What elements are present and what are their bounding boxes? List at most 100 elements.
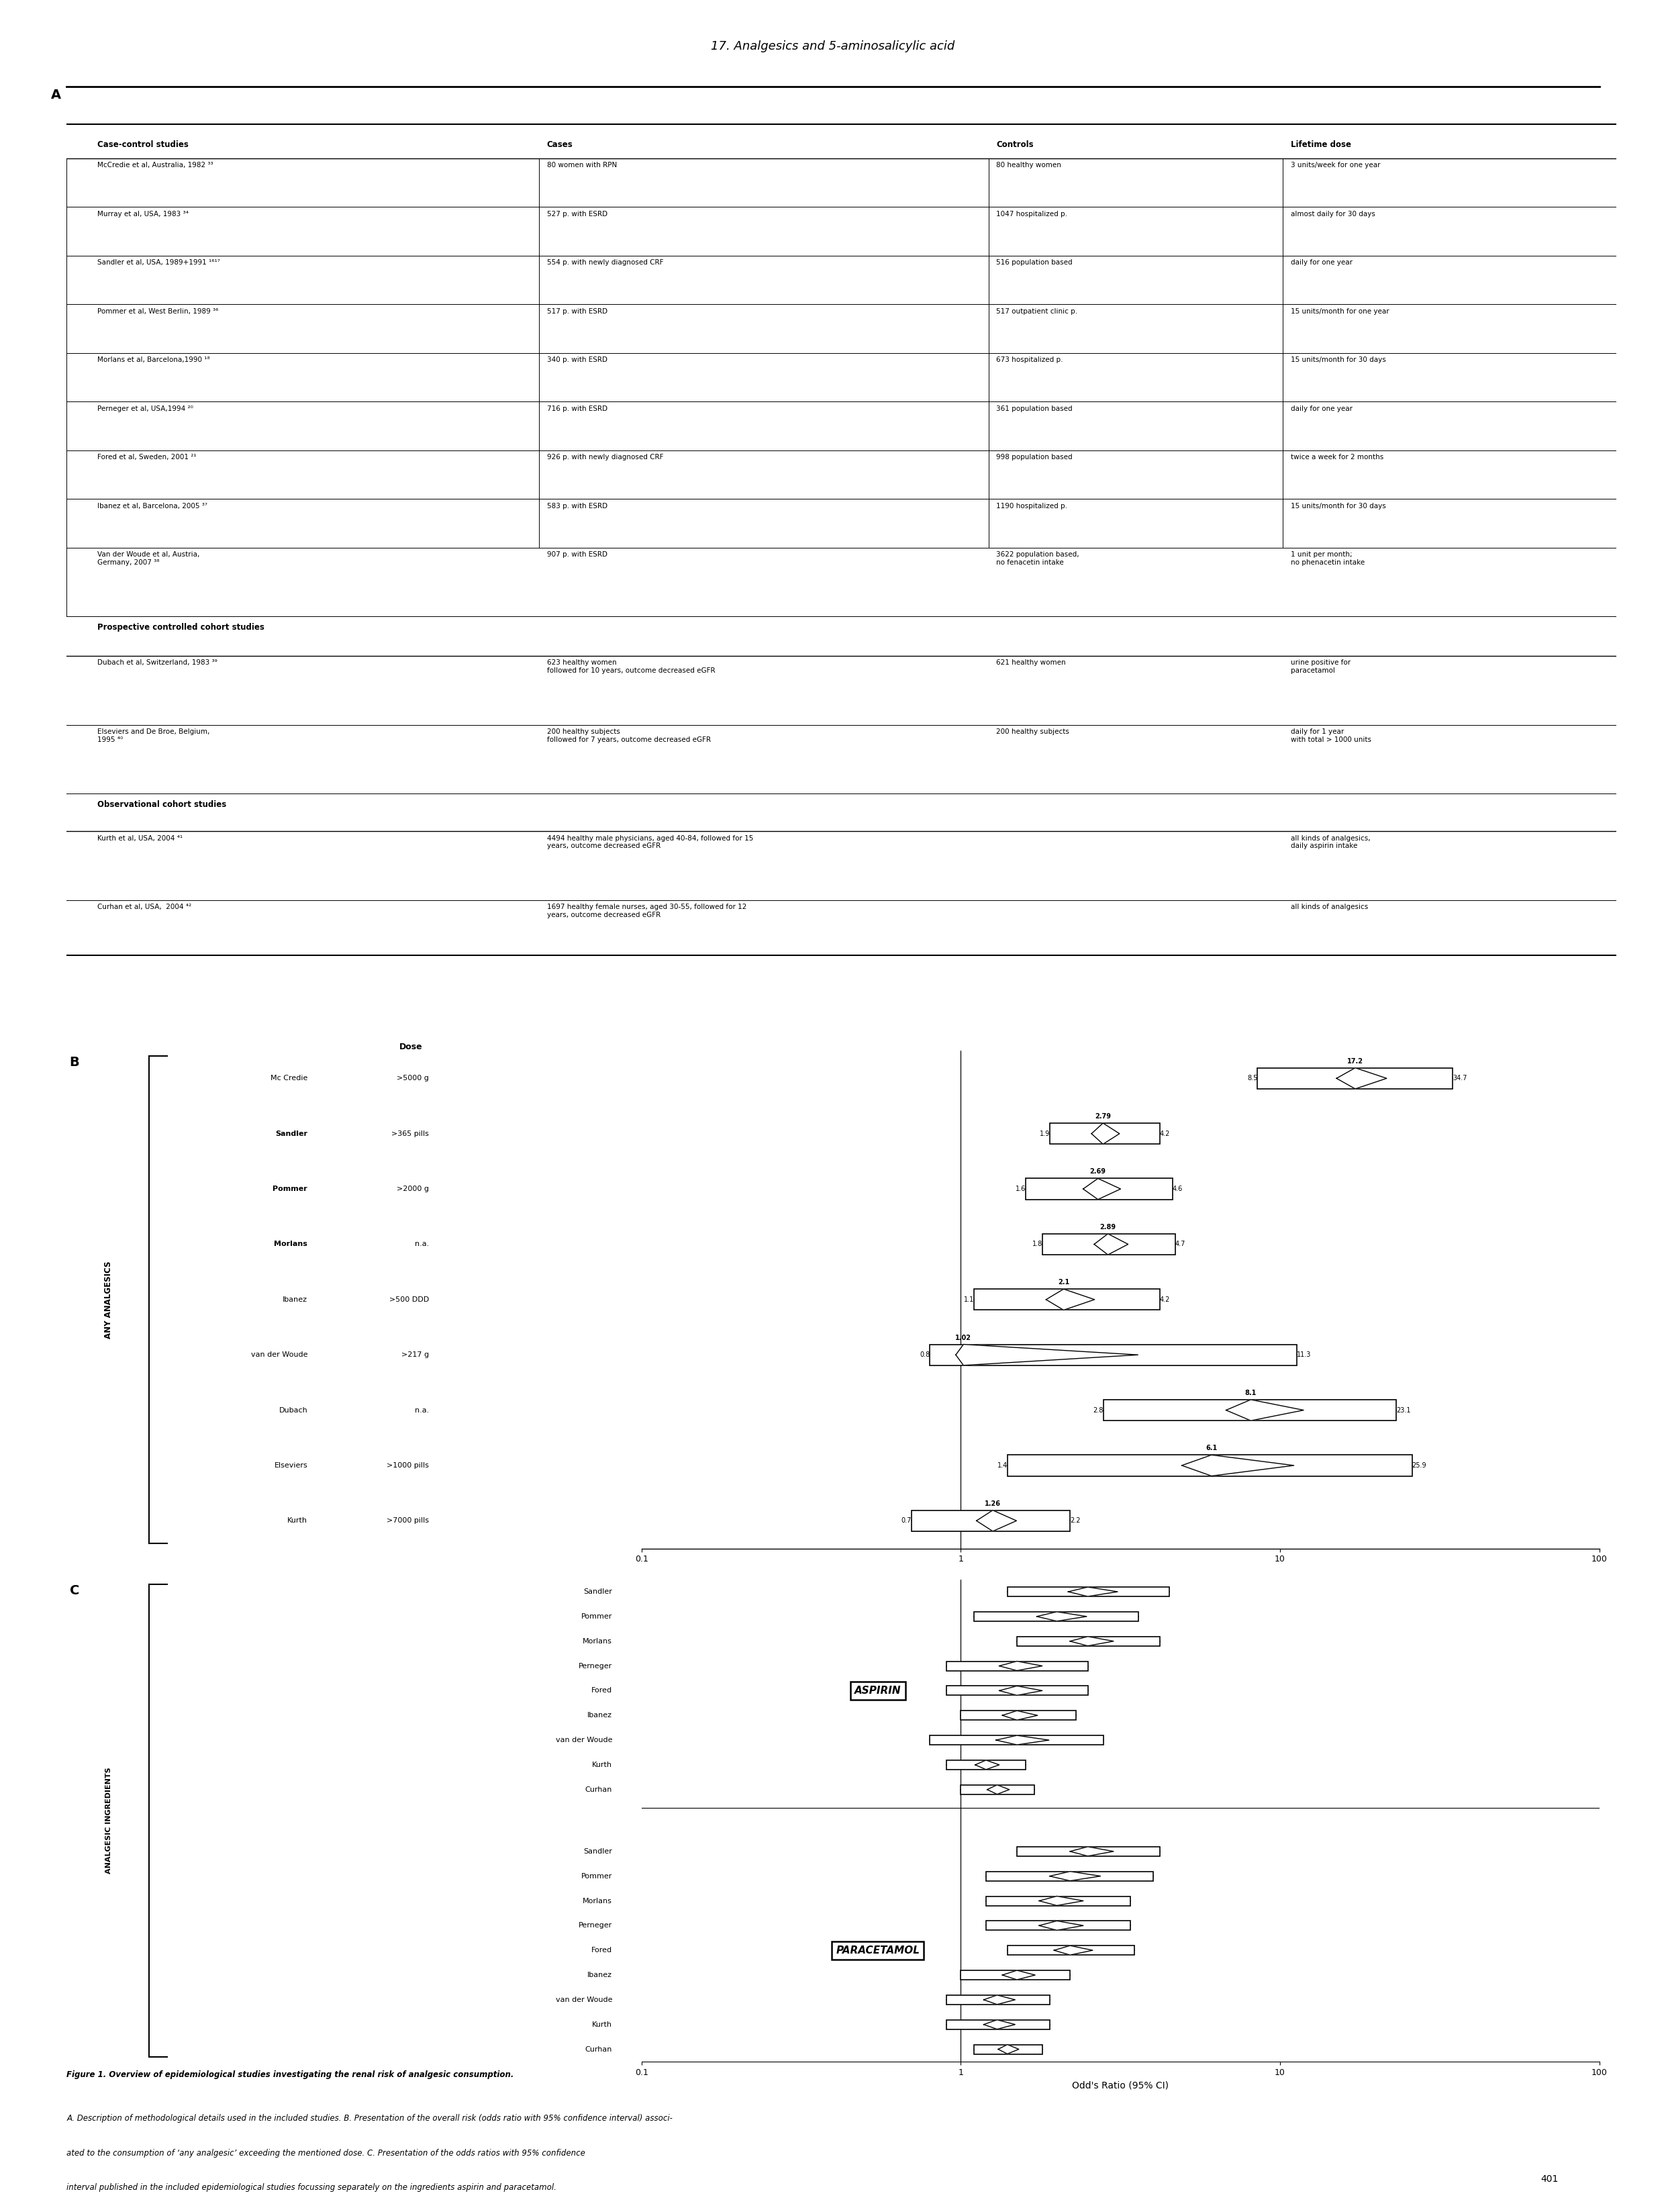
Text: 623 healthy women
followed for 10 years, outcome decreased eGFR: 623 healthy women followed for 10 years,… [546,659,715,675]
Text: 1697 healthy female nurses, aged 30-55, followed for 12
years, outcome decreased: 1697 healthy female nurses, aged 30-55, … [546,905,746,918]
Text: 4.7: 4.7 [1175,1241,1186,1248]
Text: daily for 1 year
with total > 1000 units: daily for 1 year with total > 1000 units [1291,728,1371,743]
Text: Sandler: Sandler [583,1847,613,1854]
Text: Dubach et al, Switzerland, 1983 ³⁹: Dubach et al, Switzerland, 1983 ³⁹ [98,659,218,666]
Text: 1 unit per month;
no phenacetin intake: 1 unit per month; no phenacetin intake [1291,551,1364,566]
Polygon shape [1068,1586,1118,1597]
Text: 1.9: 1.9 [1040,1130,1050,1137]
FancyBboxPatch shape [975,2044,1043,2055]
Text: Elseviers and De Broe, Belgium,
1995 ⁴⁰: Elseviers and De Broe, Belgium, 1995 ⁴⁰ [98,728,210,743]
FancyBboxPatch shape [1016,1847,1160,1856]
X-axis label: Odd's Ratio (95% CI): Odd's Ratio (95% CI) [1071,2081,1170,2090]
Text: Sandler et al, USA, 1989+1991 ¹⁶¹⁷: Sandler et al, USA, 1989+1991 ¹⁶¹⁷ [98,259,220,265]
Text: 15 units/month for 30 days: 15 units/month for 30 days [1291,502,1386,509]
Text: >500 DDD: >500 DDD [390,1296,428,1303]
Text: A: A [52,88,62,102]
Text: Sandler: Sandler [583,1588,613,1595]
Text: 1190 hospitalized p.: 1190 hospitalized p. [996,502,1068,509]
Polygon shape [1055,1947,1093,1955]
Polygon shape [1046,1290,1095,1310]
FancyBboxPatch shape [1026,1179,1173,1199]
Text: >365 pills: >365 pills [392,1130,428,1137]
Polygon shape [1050,1871,1101,1880]
Text: 200 healthy subjects
followed for 7 years, outcome decreased eGFR: 200 healthy subjects followed for 7 year… [546,728,711,743]
Polygon shape [1095,1234,1128,1254]
FancyBboxPatch shape [1103,1400,1396,1420]
Text: 340 p. with ESRD: 340 p. with ESRD [546,356,608,363]
Text: 1.02: 1.02 [955,1334,971,1340]
Polygon shape [1000,1661,1043,1670]
Text: Curhan: Curhan [585,1787,613,1794]
Text: >217 g: >217 g [402,1352,428,1358]
Text: 4494 healthy male physicians, aged 40-84, followed for 15
years, outcome decreas: 4494 healthy male physicians, aged 40-84… [546,834,753,849]
Text: Figure 1. Overview of epidemiological studies investigating the renal risk of an: Figure 1. Overview of epidemiological st… [67,2070,513,2079]
Text: 583 p. with ESRD: 583 p. with ESRD [546,502,608,509]
FancyBboxPatch shape [986,1896,1131,1905]
Text: 716 p. with ESRD: 716 p. with ESRD [546,405,608,411]
FancyBboxPatch shape [975,1613,1138,1621]
Text: 4.2: 4.2 [1160,1296,1170,1303]
Text: Perneger: Perneger [578,1922,613,1929]
Text: Perneger: Perneger [578,1663,613,1670]
FancyBboxPatch shape [1008,1947,1135,1955]
Polygon shape [1336,1068,1386,1088]
FancyBboxPatch shape [961,1971,1070,1980]
FancyBboxPatch shape [911,1511,1070,1531]
Text: McCredie et al, Australia, 1982 ³³: McCredie et al, Australia, 1982 ³³ [98,161,213,168]
Text: 998 population based: 998 population based [996,453,1073,460]
Text: 1.4: 1.4 [998,1462,1008,1469]
Text: PARACETAMOL: PARACETAMOL [836,1944,920,1955]
Text: Kurth: Kurth [288,1517,308,1524]
FancyBboxPatch shape [946,1661,1088,1670]
Text: ated to the consumption of ‘any analgesic’ exceeding the mentioned dose. C. Pres: ated to the consumption of ‘any analgesi… [67,2148,585,2157]
Text: 34.7: 34.7 [1453,1075,1468,1082]
Text: 2.89: 2.89 [1100,1223,1116,1230]
Text: 907 p. with ESRD: 907 p. with ESRD [546,551,608,557]
Text: >1000 pills: >1000 pills [387,1462,428,1469]
Text: ANY ANALGESICS: ANY ANALGESICS [105,1261,113,1338]
Text: Kurth et al, USA, 2004 ⁴¹: Kurth et al, USA, 2004 ⁴¹ [98,834,183,841]
Polygon shape [1181,1455,1294,1475]
Text: 4.2: 4.2 [1160,1130,1170,1137]
Text: ANALGESIC INGREDIENTS: ANALGESIC INGREDIENTS [105,1767,112,1874]
Text: Ibanez et al, Barcelona, 2005 ³⁷: Ibanez et al, Barcelona, 2005 ³⁷ [98,502,208,509]
Polygon shape [1226,1400,1303,1420]
Text: 1.6: 1.6 [1016,1186,1026,1192]
Text: Morlans: Morlans [275,1241,308,1248]
Text: 361 population based: 361 population based [996,405,1073,411]
Text: Prospective controlled cohort studies: Prospective controlled cohort studies [98,624,265,633]
Polygon shape [1003,1971,1035,1980]
Text: Murray et al, USA, 1983 ³⁴: Murray et al, USA, 1983 ³⁴ [98,210,188,217]
Polygon shape [983,2020,1015,2028]
Text: 527 p. with ESRD: 527 p. with ESRD [546,210,608,217]
Text: urine positive for
paracetamol: urine positive for paracetamol [1291,659,1351,675]
Text: twice a week for 2 months: twice a week for 2 months [1291,453,1383,460]
Text: 0.8: 0.8 [920,1352,930,1358]
FancyBboxPatch shape [975,1290,1160,1310]
FancyBboxPatch shape [961,1710,1076,1721]
FancyBboxPatch shape [1043,1234,1175,1254]
Text: 23.1: 23.1 [1396,1407,1411,1413]
Text: 2.2: 2.2 [1070,1517,1081,1524]
Text: 926 p. with newly diagnosed CRF: 926 p. with newly diagnosed CRF [546,453,663,460]
Text: 401: 401 [1541,2174,1558,2183]
Text: Dubach: Dubach [278,1407,308,1413]
Text: C: C [70,1584,80,1597]
Polygon shape [988,1785,1010,1794]
Text: 25.9: 25.9 [1413,1462,1426,1469]
Text: Van der Woude et al, Austria,
Germany, 2007 ³⁸: Van der Woude et al, Austria, Germany, 2… [98,551,200,566]
Text: Mc Credie: Mc Credie [270,1075,308,1082]
Text: almost daily for 30 days: almost daily for 30 days [1291,210,1374,217]
Text: Pommer et al, West Berlin, 1989 ³⁶: Pommer et al, West Berlin, 1989 ³⁶ [98,307,218,314]
Text: 517 p. with ESRD: 517 p. with ESRD [546,307,608,314]
FancyBboxPatch shape [946,2020,1050,2028]
Text: Elseviers: Elseviers [275,1462,308,1469]
Text: ASPIRIN: ASPIRIN [855,1686,901,1697]
Polygon shape [1070,1847,1113,1856]
Text: n.a.: n.a. [415,1407,428,1413]
FancyBboxPatch shape [946,1995,1050,2004]
Text: >7000 pills: >7000 pills [387,1517,428,1524]
Text: Observational cohort studies: Observational cohort studies [98,801,227,810]
Text: Sandler: Sandler [275,1130,308,1137]
Text: Lifetime dose: Lifetime dose [1291,139,1351,148]
